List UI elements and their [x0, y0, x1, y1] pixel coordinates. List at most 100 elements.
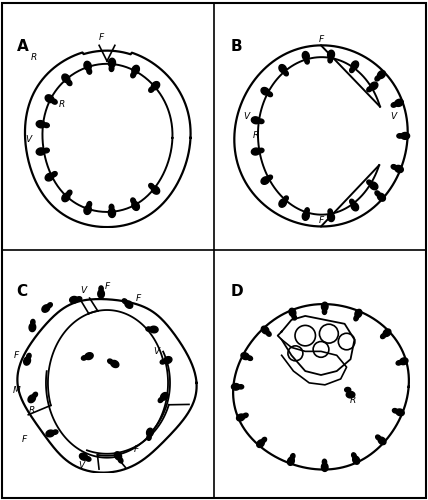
Polygon shape	[292, 314, 297, 320]
Text: B: B	[230, 40, 242, 54]
Text: V: V	[243, 112, 249, 120]
Polygon shape	[108, 359, 113, 364]
Polygon shape	[160, 360, 166, 364]
Polygon shape	[80, 453, 88, 460]
Polygon shape	[350, 200, 354, 205]
Polygon shape	[261, 88, 269, 95]
Polygon shape	[152, 186, 160, 194]
Text: V: V	[153, 347, 159, 356]
Polygon shape	[351, 61, 359, 70]
Polygon shape	[401, 132, 410, 140]
Polygon shape	[283, 70, 288, 76]
Polygon shape	[291, 454, 295, 459]
Polygon shape	[302, 212, 309, 220]
Polygon shape	[279, 64, 286, 73]
Polygon shape	[109, 66, 114, 71]
Text: R: R	[59, 100, 65, 109]
Polygon shape	[43, 123, 49, 128]
Polygon shape	[328, 209, 333, 215]
Polygon shape	[397, 134, 403, 138]
Polygon shape	[327, 50, 335, 59]
Polygon shape	[375, 76, 380, 81]
Polygon shape	[24, 357, 30, 365]
Polygon shape	[370, 182, 378, 190]
Text: C: C	[16, 284, 27, 300]
Polygon shape	[267, 175, 273, 180]
Text: M: M	[12, 386, 20, 396]
Polygon shape	[118, 458, 123, 463]
Polygon shape	[267, 92, 273, 96]
Polygon shape	[355, 310, 362, 318]
Polygon shape	[395, 166, 403, 172]
Polygon shape	[380, 334, 386, 338]
Polygon shape	[375, 191, 380, 196]
Polygon shape	[305, 208, 309, 214]
Polygon shape	[251, 148, 260, 155]
Polygon shape	[122, 299, 128, 304]
Polygon shape	[33, 392, 38, 398]
Polygon shape	[131, 198, 136, 204]
Polygon shape	[76, 296, 82, 301]
Polygon shape	[392, 408, 398, 413]
Text: F: F	[318, 216, 324, 225]
Polygon shape	[258, 119, 264, 124]
Polygon shape	[302, 52, 309, 60]
Polygon shape	[350, 67, 354, 72]
Polygon shape	[132, 66, 140, 74]
Polygon shape	[67, 80, 72, 86]
Polygon shape	[251, 117, 260, 124]
Polygon shape	[84, 62, 91, 70]
Text: F: F	[104, 282, 110, 291]
Polygon shape	[85, 352, 93, 360]
Polygon shape	[70, 296, 78, 303]
Polygon shape	[396, 360, 401, 365]
Text: F: F	[136, 294, 141, 302]
Polygon shape	[354, 316, 359, 321]
Polygon shape	[322, 309, 327, 314]
Polygon shape	[241, 352, 249, 360]
Polygon shape	[67, 190, 72, 196]
Polygon shape	[257, 440, 265, 448]
Polygon shape	[238, 384, 244, 389]
Polygon shape	[111, 360, 119, 368]
Text: F: F	[318, 35, 324, 44]
Polygon shape	[378, 437, 386, 444]
Polygon shape	[27, 354, 31, 359]
Polygon shape	[283, 196, 288, 202]
Polygon shape	[152, 82, 160, 90]
Polygon shape	[367, 86, 372, 92]
Text: V: V	[80, 286, 86, 295]
Polygon shape	[108, 208, 116, 218]
Polygon shape	[400, 358, 408, 364]
Polygon shape	[353, 456, 360, 464]
Text: F: F	[98, 33, 104, 42]
Polygon shape	[62, 74, 70, 82]
Text: D: D	[230, 284, 243, 300]
Polygon shape	[261, 177, 269, 184]
Polygon shape	[86, 456, 91, 461]
Polygon shape	[146, 327, 152, 331]
Polygon shape	[383, 329, 391, 336]
Text: V: V	[25, 136, 31, 144]
Polygon shape	[98, 290, 104, 298]
Polygon shape	[31, 320, 35, 325]
Polygon shape	[279, 199, 286, 207]
Polygon shape	[28, 395, 36, 402]
Polygon shape	[247, 356, 253, 360]
Polygon shape	[84, 206, 91, 214]
Polygon shape	[46, 430, 54, 437]
Polygon shape	[305, 58, 309, 64]
Polygon shape	[147, 434, 151, 440]
Polygon shape	[87, 202, 92, 207]
Polygon shape	[232, 384, 240, 390]
Polygon shape	[391, 164, 397, 170]
Polygon shape	[367, 180, 372, 185]
Polygon shape	[45, 173, 54, 181]
Polygon shape	[99, 286, 103, 292]
Polygon shape	[395, 99, 403, 106]
Polygon shape	[53, 430, 58, 434]
Polygon shape	[370, 82, 378, 90]
Polygon shape	[51, 172, 57, 176]
Polygon shape	[87, 68, 92, 74]
Polygon shape	[149, 87, 154, 92]
